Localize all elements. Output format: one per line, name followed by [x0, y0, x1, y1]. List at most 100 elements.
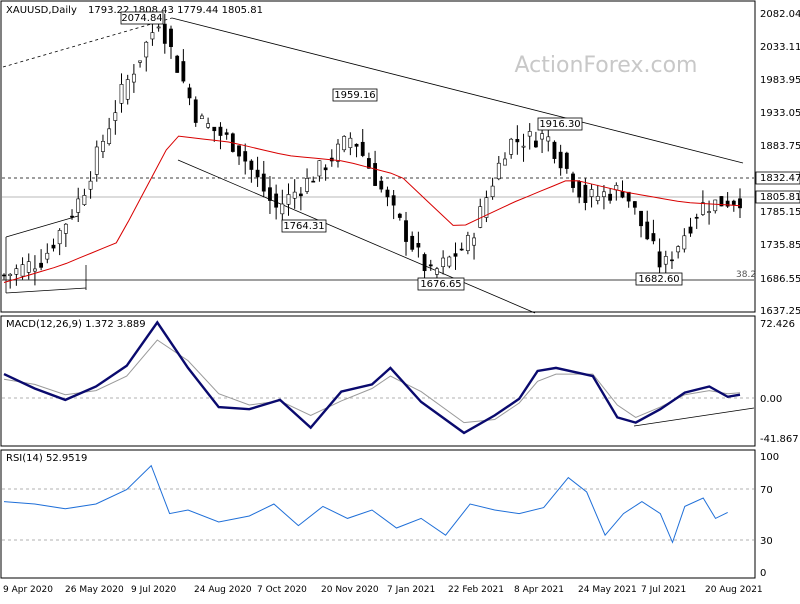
candle-body [602, 191, 606, 197]
time-tick-5: 20 Nov 2020 [321, 585, 379, 595]
swing-label-1682-text: 1682.60 [638, 274, 679, 285]
candle-body [367, 158, 371, 169]
candle-body [533, 140, 538, 148]
candle-body [162, 23, 167, 44]
rsi-panel [0, 449, 756, 579]
candle-body [688, 226, 693, 234]
candle-body [670, 259, 674, 262]
candle-body [274, 193, 279, 208]
candle-body [323, 167, 328, 171]
candle-body [187, 87, 192, 99]
candle-body [268, 187, 272, 201]
candle-body [453, 253, 458, 257]
candle-body [280, 203, 285, 215]
candle-body [317, 160, 322, 177]
candle-body [595, 196, 600, 201]
candle-body [156, 26, 161, 29]
swing-label-1916: 1916.30 [537, 117, 583, 131]
candle-body [88, 180, 93, 190]
candle-body [521, 145, 526, 148]
candle-body [490, 185, 495, 197]
swing-label-1916-text: 1916.30 [539, 119, 580, 130]
candle-body [626, 191, 631, 202]
candle-body [620, 191, 625, 198]
swing-label-2074: 2074.84 [120, 11, 164, 25]
price-tick-8: 1735.85 [760, 240, 800, 251]
candle-body [694, 216, 699, 219]
candle-body [441, 257, 446, 267]
candle-body [8, 273, 13, 276]
candle-body [632, 201, 637, 208]
candle-body [51, 244, 56, 249]
macd-panel [0, 315, 756, 447]
time-tick-8: 8 Apr 2021 [514, 585, 564, 595]
candle-body [583, 184, 588, 203]
candle-body [639, 210, 643, 227]
price-tick-7: 1785.15 [760, 207, 800, 218]
candle-body [57, 230, 62, 245]
candle-body [113, 112, 118, 121]
macd-signal-line [3, 339, 741, 424]
candle-body [657, 251, 662, 268]
candle-body [169, 28, 173, 48]
trendline-falling-top [171, 17, 744, 164]
candle-body [416, 243, 421, 248]
candle-body [410, 235, 415, 250]
channel-line-bottom [5, 287, 87, 294]
swing-label-1676: 1676.65 [417, 277, 465, 291]
candle-body [243, 151, 248, 162]
candle-body [206, 123, 211, 128]
candle-body [218, 126, 223, 136]
price-panel [0, 0, 756, 313]
candle-body [546, 136, 551, 142]
candle-body [193, 99, 198, 123]
candle-body [379, 180, 384, 190]
ohlc-readout: 1793.22 1808.43 1779.44 1805.81 [88, 5, 263, 16]
rsi-tick-100: 100 [760, 452, 779, 463]
candle-body [101, 141, 105, 152]
macd-line [3, 320, 741, 435]
watermark-text: ActionForex.com [515, 53, 698, 78]
candle-body [200, 115, 204, 119]
candle-body [540, 133, 544, 140]
candle-body [472, 237, 476, 246]
candle-body [428, 264, 433, 267]
price-tag-1805 [755, 190, 800, 204]
swing-label-1676-text: 1676.65 [420, 279, 461, 290]
candle-body [131, 73, 136, 83]
candle-body [292, 191, 297, 199]
candle-body [435, 268, 439, 275]
channel-line-top [5, 215, 79, 238]
candle-body [342, 136, 347, 151]
price-tick-9: 1686.55 [760, 274, 800, 285]
candle-body [719, 196, 724, 207]
macd-tick-bottom: -41.867 [760, 434, 799, 445]
candle-body [676, 246, 681, 253]
candle-body [527, 131, 532, 137]
candle-body [552, 141, 557, 159]
time-tick-11: 20 Aug 2021 [705, 585, 763, 595]
candle-body [336, 143, 340, 162]
price-tick-2: 1983.95 [760, 75, 800, 86]
price-tag-1805-text: 1805.81 [760, 192, 800, 203]
candle-body [496, 162, 501, 180]
candle-body [26, 261, 31, 273]
candle-body [14, 268, 19, 275]
candle-body [82, 195, 87, 205]
rsi-tick-0: 0 [760, 568, 766, 579]
candle-body [181, 61, 186, 82]
candle-body [465, 235, 470, 251]
candle-body [663, 256, 668, 265]
candle-body [645, 221, 650, 240]
rsi-tick-70: 70 [760, 485, 773, 496]
candle-body [255, 169, 260, 178]
time-tick-7: 22 Feb 2021 [448, 585, 504, 595]
swing-label-1764: 1764.31 [281, 219, 327, 233]
candle-body [713, 199, 718, 212]
price-tag-1832-text: 1832.47 [760, 173, 800, 184]
time-tick-6: 7 Jan 2021 [387, 585, 435, 595]
trendline-falling-bottom [177, 159, 536, 314]
candles-layer [2, 13, 742, 289]
price-axis: 2082.04 2033.11 1983.95 1933.05 1883.75 … [760, 9, 800, 317]
candle-body [70, 215, 74, 218]
